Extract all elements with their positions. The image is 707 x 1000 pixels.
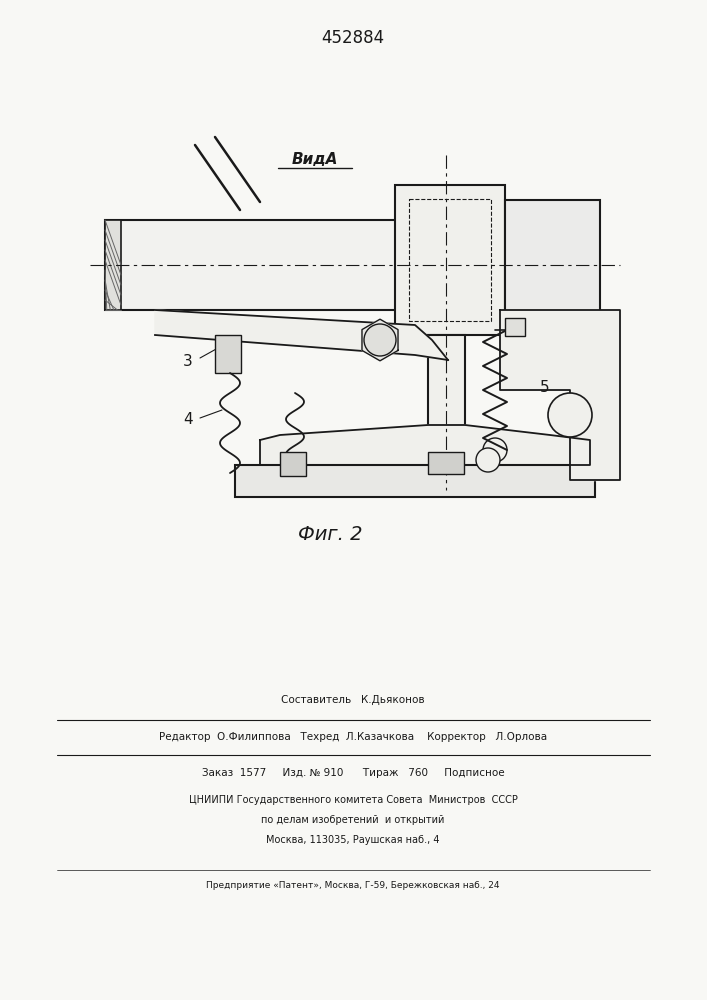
Text: 5: 5 — [540, 380, 550, 395]
Circle shape — [364, 324, 396, 356]
Text: Предприятие «Патент», Москва, Г-59, Бережковская наб., 24: Предприятие «Патент», Москва, Г-59, Бере… — [206, 880, 500, 890]
Bar — [395, 185, 505, 335]
Bar — [428, 335, 465, 460]
Bar — [505, 200, 600, 330]
Text: 452884: 452884 — [322, 29, 385, 47]
Text: ВидA: ВидA — [292, 152, 338, 167]
Bar — [505, 318, 525, 336]
Circle shape — [476, 448, 500, 472]
Text: Фиг. 2: Фиг. 2 — [298, 526, 362, 544]
Text: ЦНИИПИ Государственного комитета Совета  Министров  СССР: ЦНИИПИ Государственного комитета Совета … — [189, 795, 518, 805]
Bar — [235, 465, 595, 497]
Polygon shape — [155, 310, 448, 360]
Polygon shape — [362, 319, 398, 361]
Text: Редактор  О.Филиппова   Техред  Л.Казачкова    Корректор   Л.Орлова: Редактор О.Филиппова Техред Л.Казачкова … — [159, 732, 547, 742]
Text: 3: 3 — [183, 355, 193, 369]
Bar — [215, 335, 241, 373]
Text: по делам изобретений  и открытий: по делам изобретений и открытий — [262, 815, 445, 825]
Text: Составитель   К.Дьяконов: Составитель К.Дьяконов — [281, 695, 425, 705]
Bar — [280, 452, 306, 476]
Bar — [409, 199, 491, 321]
Polygon shape — [260, 425, 590, 465]
Circle shape — [548, 393, 592, 437]
Bar — [105, 220, 430, 310]
Text: Заказ  1577     Изд. № 910      Тираж   760     Подписное: Заказ 1577 Изд. № 910 Тираж 760 Подписно… — [201, 768, 504, 778]
Bar — [105, 220, 121, 310]
Text: Москва, 113035, Раушская наб., 4: Москва, 113035, Раушская наб., 4 — [267, 835, 440, 845]
Text: 4: 4 — [183, 412, 193, 428]
Polygon shape — [500, 310, 620, 480]
Bar — [428, 452, 464, 474]
Circle shape — [483, 438, 507, 462]
